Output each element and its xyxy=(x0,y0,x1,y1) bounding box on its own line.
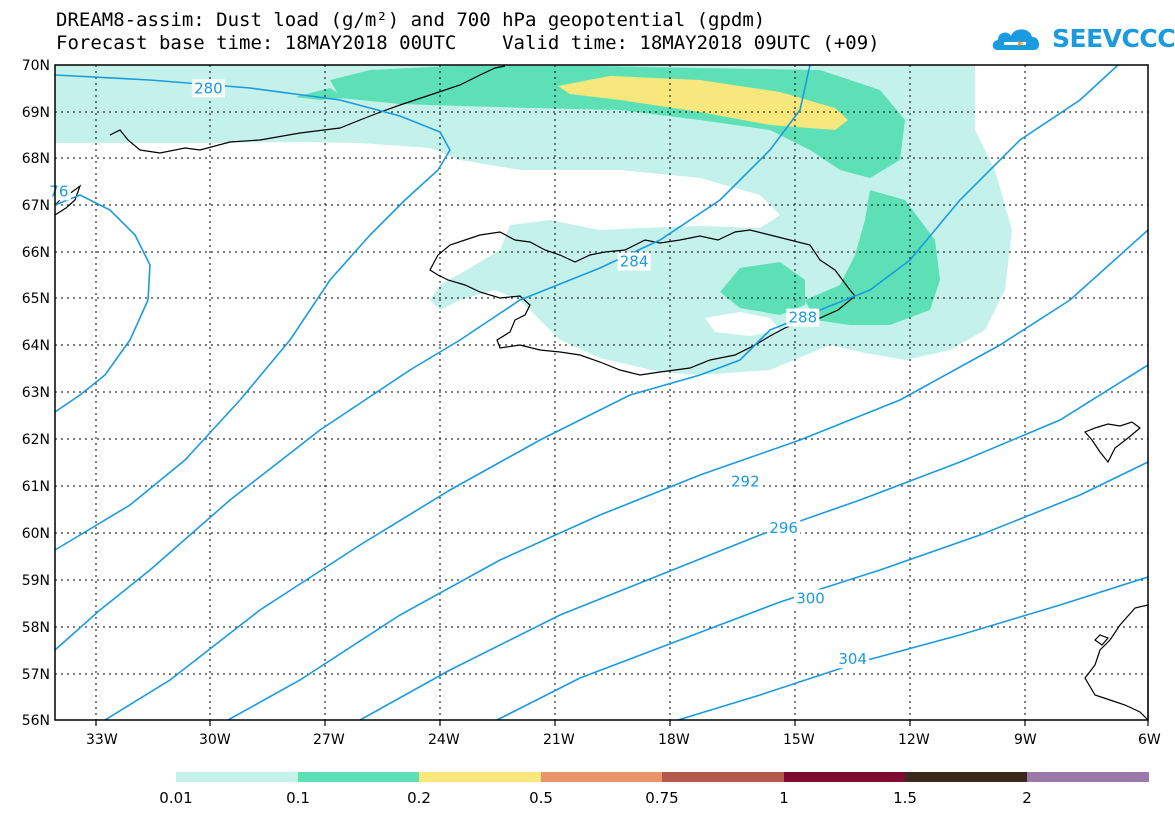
x-tick-label: 27W xyxy=(313,732,345,748)
contour-label-bg xyxy=(794,589,828,608)
dust-free-patch xyxy=(705,312,780,336)
colorbar-bin-7 xyxy=(905,772,1027,782)
contour-label: 284 xyxy=(620,253,649,271)
colorbar-bin-6 xyxy=(784,772,905,782)
colorbar-label: 0.75 xyxy=(645,789,678,807)
contour-label: 296 xyxy=(769,519,798,537)
iceland-coast xyxy=(429,229,856,376)
contour-label: 304 xyxy=(838,650,867,668)
axis-ticks xyxy=(95,720,1149,726)
colorbar-bin-1 xyxy=(176,772,298,782)
y-tick-label: 66N xyxy=(22,245,50,261)
x-tick-label: 21W xyxy=(543,732,575,748)
y-tick-label: 59N xyxy=(22,573,50,589)
colorbar: 0.01 0.1 0.2 0.5 0.75 1 1.5 2 xyxy=(159,772,1149,807)
colorbar-bin-8 xyxy=(1027,772,1149,782)
contour-label-bg xyxy=(767,519,801,538)
dust-area-0.2 xyxy=(558,76,848,130)
contour-label: 300 xyxy=(796,589,825,607)
y-tick-label: 70N xyxy=(22,58,50,74)
x-axis-labels: 33W 30W 27W 24W 21W 18W 15W 12W 9W 6W xyxy=(86,732,1161,748)
contour-304 xyxy=(677,576,1148,720)
colorbar-label: 0.01 xyxy=(159,789,192,807)
colorbar-bin-5 xyxy=(662,772,784,782)
y-tick-label: 65N xyxy=(22,291,50,307)
contour-label-bg xyxy=(836,650,870,669)
contour-296 xyxy=(359,364,1148,720)
y-tick-label: 64N xyxy=(22,338,50,354)
contour-label-bg xyxy=(786,308,820,327)
y-tick-label: 67N xyxy=(22,198,50,214)
dust-area-0.1-north-west xyxy=(295,88,345,100)
contour-288 xyxy=(104,65,1119,720)
shetland-islands xyxy=(1094,634,1110,646)
y-axis-labels: 70N 69N 68N 67N 66N 65N 64N 63N 62N 61N … xyxy=(22,58,50,729)
greenland-coast-north xyxy=(109,65,506,154)
contour-label-bg xyxy=(191,79,225,98)
contour-label-bg xyxy=(617,252,651,271)
dust-area-0.1-east xyxy=(805,190,940,325)
y-tick-label: 61N xyxy=(22,479,50,495)
x-tick-label: 15W xyxy=(783,732,815,748)
y-tick-label: 63N xyxy=(22,385,50,401)
contour-label: 76 xyxy=(49,182,68,200)
contour-300 xyxy=(496,461,1148,720)
colorbar-label: 0.1 xyxy=(286,789,310,807)
colorbar-label: 0.5 xyxy=(529,789,553,807)
plot-frame xyxy=(54,64,1149,721)
y-tick-label: 56N xyxy=(22,713,50,729)
map-title: DREAM8-assim: Dust load (g/m²) and 700 h… xyxy=(56,9,766,31)
colorbar-label: 1 xyxy=(779,789,789,807)
geopotential-contours xyxy=(55,65,1148,720)
contour-292 xyxy=(227,229,1148,720)
map-subtitle: Forecast base time: 18MAY2018 00UTC Vali… xyxy=(56,32,880,54)
contour-label: 288 xyxy=(789,309,818,327)
colorbar-bin-2 xyxy=(298,772,419,782)
colorbar-label: 0.2 xyxy=(407,789,431,807)
x-tick-label: 33W xyxy=(86,732,118,748)
contour-labels: 280 76 284 288 292 296 300 304 xyxy=(46,79,870,669)
y-tick-label: 57N xyxy=(22,667,50,683)
y-tick-label: 69N xyxy=(22,105,50,121)
y-tick-label: 68N xyxy=(22,151,50,167)
x-tick-label: 18W xyxy=(658,732,690,748)
x-tick-label: 9W xyxy=(1014,732,1037,748)
x-tick-label: 30W xyxy=(199,732,231,748)
y-tick-label: 62N xyxy=(22,432,50,448)
x-tick-label: 24W xyxy=(428,732,460,748)
graticule xyxy=(55,65,1148,720)
y-tick-label: 60N xyxy=(22,526,50,542)
colorbar-label: 2 xyxy=(1022,789,1032,807)
contour-label-bg xyxy=(728,472,762,491)
cloud-logo-icon xyxy=(992,29,1040,50)
faroe-islands xyxy=(1083,421,1141,464)
colorbar-label: 1.5 xyxy=(893,789,917,807)
contour-label: 280 xyxy=(194,79,223,97)
contour-280 xyxy=(55,74,451,551)
x-tick-label: 12W xyxy=(898,732,930,748)
dust-area-0.1-inland xyxy=(720,262,805,315)
contour-276 xyxy=(55,194,151,413)
contour-284 xyxy=(55,65,811,651)
x-tick-label: 6W xyxy=(1138,732,1161,748)
contour-label: 292 xyxy=(731,472,760,490)
logo-text: SEEVCCC xyxy=(1052,24,1175,53)
contour-label-bg xyxy=(46,182,71,201)
colorbar-bin-4 xyxy=(541,772,662,782)
y-tick-label: 58N xyxy=(22,620,50,636)
colorbar-bin-3 xyxy=(419,772,541,782)
